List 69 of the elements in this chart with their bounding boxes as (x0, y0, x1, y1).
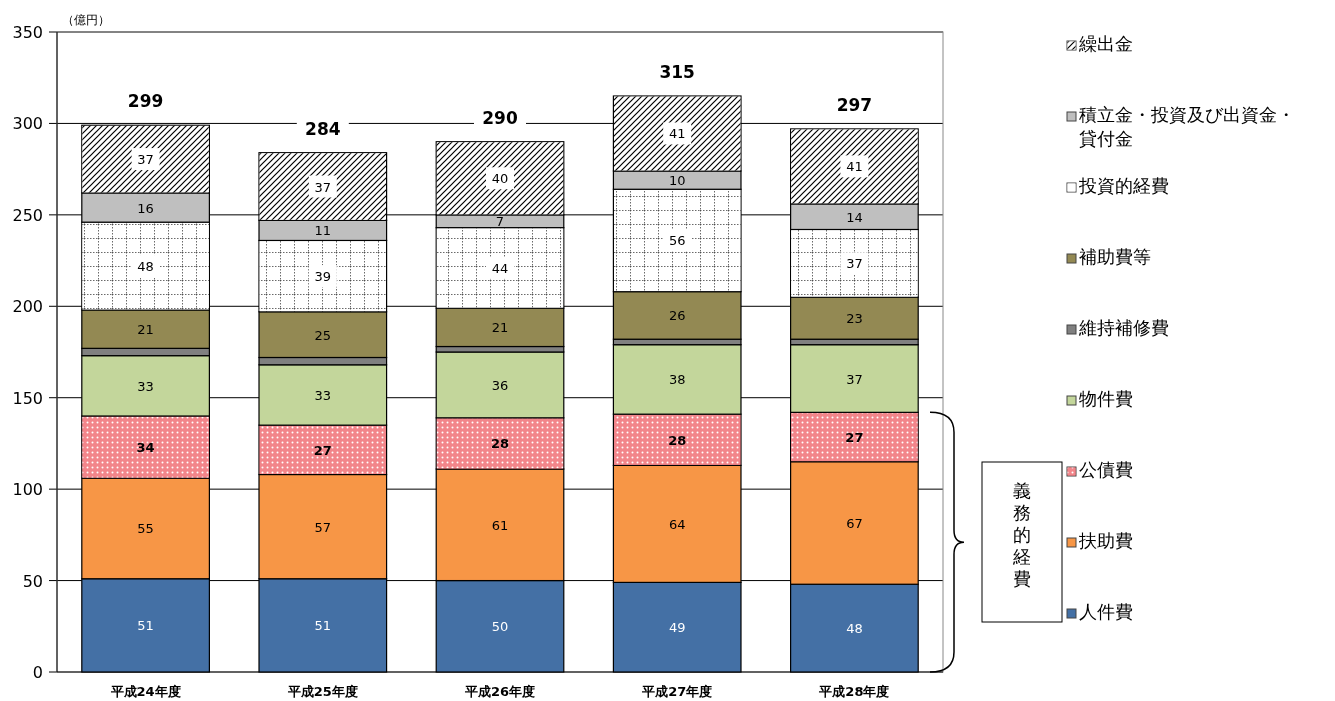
x-tick-label: 平成25年度 (286, 684, 358, 699)
data-label: 48 (846, 621, 863, 637)
data-label: 41 (846, 159, 863, 175)
data-label: 26 (668, 308, 686, 324)
total-label: 299 (127, 91, 164, 112)
x-tick-label: 平成27年度 (641, 684, 713, 699)
data-label: 67 (846, 515, 863, 531)
data-label: 33 (314, 387, 332, 403)
y-tick-label: 250 (12, 205, 43, 225)
data-label: 37 (846, 371, 863, 387)
data-label: 21 (137, 322, 154, 338)
total-label: 297 (836, 94, 873, 115)
y-tick-label: 200 (12, 297, 43, 317)
data-label: 16 (137, 200, 154, 216)
legend-label: 人件費 (1079, 601, 1133, 622)
data-label: 37 (137, 152, 154, 168)
data-label: 57 (314, 519, 332, 535)
data-label: 33 (137, 378, 154, 394)
x-tick-label: 平成26年度 (463, 684, 536, 699)
data-label: 27 (845, 430, 864, 446)
y-tick-label: 300 (12, 114, 43, 134)
x-tick-label: 平成28年度 (818, 684, 890, 699)
text: 投資的経費 (1078, 175, 1169, 196)
y-tick-label: 50 (22, 571, 43, 591)
data-label: 38 (668, 372, 686, 388)
text: 義務的経費 (1012, 480, 1031, 589)
data-label: 23 (846, 311, 863, 327)
data-label: 61 (491, 517, 509, 533)
data-label: 41 (668, 126, 686, 142)
data-label: 25 (314, 327, 332, 343)
data-label: 14 (846, 209, 863, 225)
data-label: 37 (846, 256, 863, 272)
data-label: 36 (491, 377, 509, 393)
data-label: 10 (668, 173, 686, 189)
legend-label: 物件費 (1079, 388, 1133, 409)
data-label: 21 (491, 320, 509, 336)
total-label: 290 (482, 107, 518, 128)
data-label: 34 (136, 440, 155, 456)
legend-label: 補助費等 (1079, 246, 1151, 267)
data-label: 37 (314, 179, 332, 195)
y-tick-label: 0 (32, 663, 43, 682)
data-label: 55 (137, 521, 154, 537)
data-label: 40 (491, 171, 509, 187)
y-tick-label: 350 (12, 23, 43, 42)
total-label: 284 (305, 118, 341, 139)
y-axis-title: （億円） (62, 13, 110, 27)
data-label: 39 (314, 269, 332, 285)
data-label: 28 (490, 436, 510, 452)
data-label: 7 (495, 214, 505, 230)
y-tick-label: 150 (12, 388, 43, 408)
data-label: 48 (137, 259, 154, 275)
legend-label: 扶助費 (1078, 530, 1133, 551)
data-label: 49 (668, 620, 686, 636)
total-label: 315 (659, 62, 695, 82)
data-label: 51 (137, 618, 154, 634)
data-label: 27 (313, 442, 332, 458)
legend-label: 維持補修費 (1078, 317, 1169, 338)
data-label: 11 (314, 223, 332, 239)
legend-label: 積立金・投資及び出資金・貸付金 (1079, 104, 1295, 149)
x-tick-label: 平成24年度 (109, 684, 181, 699)
data-label: 44 (491, 260, 509, 276)
y-tick-label: 100 (12, 480, 43, 500)
data-label: 28 (668, 432, 687, 448)
legend-label: 公債費 (1079, 459, 1133, 480)
data-label: 51 (314, 618, 332, 634)
text: 繰出金 (1078, 33, 1133, 54)
data-label: 50 (491, 619, 509, 635)
data-label: 64 (668, 516, 686, 532)
data-label: 56 (668, 233, 686, 249)
